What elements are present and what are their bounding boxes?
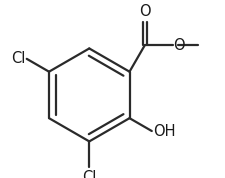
Text: Cl: Cl [11, 51, 25, 66]
Text: OH: OH [153, 124, 175, 138]
Text: Cl: Cl [82, 170, 96, 178]
Text: O: O [138, 4, 150, 19]
Text: O: O [173, 38, 184, 53]
